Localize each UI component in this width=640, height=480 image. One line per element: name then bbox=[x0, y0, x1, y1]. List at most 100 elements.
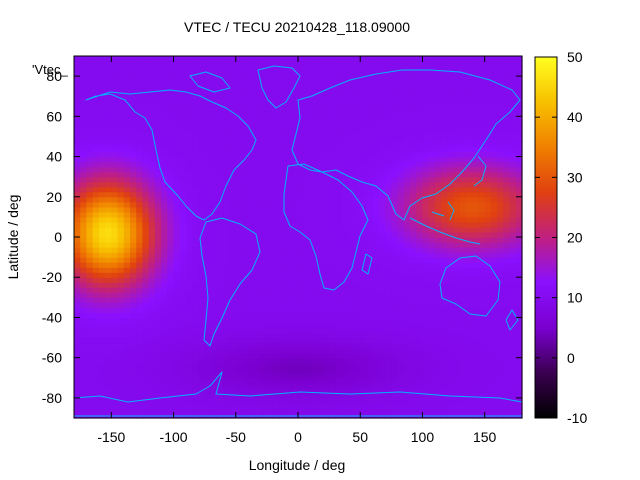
heatmap-cell bbox=[80, 297, 88, 303]
heatmap-cell bbox=[142, 221, 150, 228]
heatmap-cell bbox=[459, 252, 467, 258]
heatmap-cell bbox=[503, 387, 511, 394]
heatmap-cell bbox=[459, 161, 467, 168]
heatmap-cell bbox=[279, 342, 287, 349]
heatmap-cell bbox=[279, 372, 287, 379]
heatmap-cell bbox=[117, 277, 125, 283]
heatmap-cell bbox=[148, 312, 156, 319]
heatmap-cell bbox=[335, 106, 343, 112]
heatmap-cell bbox=[410, 262, 417, 268]
heatmap-cell bbox=[422, 242, 430, 248]
heatmap-cell bbox=[186, 166, 193, 173]
heatmap-cell bbox=[329, 342, 336, 349]
heatmap-cell bbox=[490, 131, 498, 138]
heatmap-cell bbox=[478, 297, 486, 303]
heatmap-cell bbox=[484, 126, 492, 133]
heatmap-cell bbox=[74, 292, 81, 298]
heatmap-cell bbox=[242, 372, 249, 379]
heatmap-cell bbox=[410, 297, 417, 303]
heatmap-cell bbox=[80, 252, 88, 258]
heatmap-cell bbox=[111, 206, 119, 213]
heatmap-cell bbox=[310, 81, 318, 87]
heatmap-cell bbox=[335, 96, 343, 102]
heatmap-cell bbox=[335, 237, 343, 243]
heatmap-cell bbox=[167, 136, 175, 143]
heatmap-cell bbox=[154, 282, 162, 288]
heatmap-cell bbox=[192, 402, 200, 409]
heatmap-cell bbox=[235, 252, 243, 258]
heatmap-cell bbox=[86, 161, 94, 168]
heatmap-cell bbox=[117, 206, 125, 213]
heatmap-cell bbox=[92, 166, 100, 173]
heatmap-cell bbox=[291, 191, 299, 198]
heatmap-cell bbox=[173, 342, 181, 349]
heatmap-cell bbox=[322, 111, 330, 117]
heatmap-cell bbox=[123, 312, 131, 319]
heatmap-cell bbox=[192, 111, 200, 117]
heatmap-cell bbox=[210, 156, 218, 163]
heatmap-cell bbox=[434, 292, 442, 298]
heatmap-cell bbox=[161, 377, 168, 384]
heatmap-cell bbox=[366, 297, 374, 303]
heatmap-cell bbox=[142, 111, 150, 117]
heatmap-cell bbox=[509, 141, 517, 148]
heatmap-cell bbox=[142, 272, 150, 278]
heatmap-cell bbox=[497, 206, 504, 213]
heatmap-cell bbox=[136, 377, 144, 384]
heatmap-cell bbox=[497, 91, 504, 97]
heatmap-cell bbox=[130, 116, 137, 122]
heatmap-cell bbox=[403, 372, 411, 379]
heatmap-cell bbox=[459, 181, 467, 188]
heatmap-cell bbox=[186, 191, 193, 198]
heatmap-cell bbox=[335, 382, 343, 389]
heatmap-cell bbox=[403, 397, 411, 404]
heatmap-cell bbox=[186, 156, 193, 163]
heatmap-cell bbox=[210, 221, 218, 228]
heatmap-cell bbox=[148, 91, 156, 97]
heatmap-cell bbox=[248, 312, 256, 319]
heatmap-cell bbox=[273, 166, 280, 173]
heatmap-cell bbox=[434, 397, 442, 404]
heatmap-cell bbox=[186, 392, 193, 399]
heatmap-cell bbox=[347, 171, 355, 178]
heatmap-cell bbox=[142, 101, 150, 107]
heatmap-cell bbox=[484, 91, 492, 97]
heatmap-cell bbox=[347, 342, 355, 349]
heatmap-cell bbox=[223, 136, 231, 143]
heatmap-cell bbox=[403, 402, 411, 409]
heatmap-cell bbox=[229, 317, 237, 324]
heatmap-cell bbox=[347, 221, 355, 228]
heatmap-cell bbox=[98, 196, 106, 203]
heatmap-cell bbox=[391, 282, 399, 288]
heatmap-cell bbox=[74, 196, 81, 203]
heatmap-cell bbox=[285, 176, 293, 183]
heatmap-cell bbox=[254, 91, 262, 97]
heatmap-cell bbox=[410, 292, 417, 298]
heatmap-cell bbox=[490, 201, 498, 208]
heatmap-cell bbox=[447, 282, 455, 288]
heatmap-cell bbox=[98, 96, 106, 102]
heatmap-cell bbox=[273, 156, 280, 163]
heatmap-cell bbox=[434, 211, 442, 218]
heatmap-cell bbox=[248, 141, 256, 148]
heatmap-cell bbox=[111, 402, 119, 409]
heatmap-cell bbox=[310, 221, 318, 228]
heatmap-cell bbox=[186, 146, 193, 153]
heatmap-cell bbox=[366, 407, 374, 414]
heatmap-cell bbox=[291, 166, 299, 173]
heatmap-cell bbox=[223, 126, 231, 133]
heatmap-cell bbox=[148, 196, 156, 203]
heatmap-cell bbox=[130, 121, 137, 127]
heatmap-cell bbox=[410, 176, 417, 183]
heatmap-cell bbox=[192, 262, 200, 268]
heatmap-cell bbox=[366, 146, 374, 153]
heatmap-cell bbox=[503, 392, 511, 399]
heatmap-cell bbox=[478, 121, 486, 127]
heatmap-cell bbox=[74, 136, 81, 143]
heatmap-cell bbox=[497, 322, 504, 329]
heatmap-cell bbox=[223, 146, 231, 153]
heatmap-cell bbox=[515, 252, 523, 258]
heatmap-cell bbox=[273, 101, 280, 107]
heatmap-cell bbox=[428, 146, 436, 153]
heatmap-cell bbox=[298, 242, 305, 248]
